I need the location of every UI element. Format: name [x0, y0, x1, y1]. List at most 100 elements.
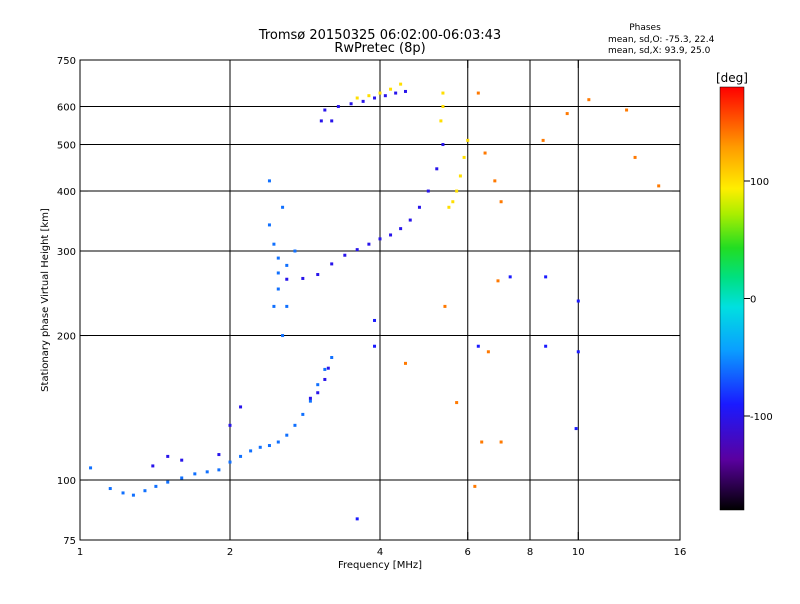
- x-axis-label: Frequency [MHz]: [338, 560, 422, 571]
- y-tick-label: 600: [57, 103, 76, 114]
- colorbar-gradient: [720, 87, 744, 510]
- data-point: [355, 248, 359, 252]
- data-point: [336, 105, 340, 109]
- data-point: [447, 205, 451, 209]
- data-point: [480, 440, 484, 444]
- data-point: [544, 275, 548, 279]
- data-point: [373, 344, 377, 348]
- data-point: [378, 237, 382, 241]
- data-point: [473, 484, 477, 488]
- data-point: [151, 464, 155, 468]
- data-point: [441, 105, 445, 109]
- y-tick-label: 200: [57, 332, 76, 343]
- data-point: [625, 108, 629, 112]
- data-point: [389, 233, 393, 237]
- phase-stats-heading: Phases: [629, 23, 661, 33]
- x-tick-label: 6: [465, 547, 471, 558]
- data-point: [373, 318, 377, 322]
- data-point: [276, 287, 280, 291]
- data-point: [143, 489, 147, 493]
- data-point: [462, 155, 466, 159]
- data-point: [293, 249, 297, 253]
- data-point: [217, 468, 221, 472]
- data-point: [330, 119, 334, 123]
- data-point: [267, 179, 271, 183]
- y-tick-label: 75: [63, 536, 76, 547]
- data-point: [441, 91, 445, 95]
- data-point: [355, 517, 359, 521]
- data-point: [441, 143, 445, 147]
- data-point: [576, 350, 580, 354]
- data-point: [276, 440, 280, 444]
- data-point: [205, 470, 209, 474]
- data-point: [403, 89, 407, 93]
- x-tick-label: 10: [572, 547, 585, 558]
- grid-layer: [80, 60, 680, 540]
- data-point: [316, 383, 320, 387]
- data-point: [323, 377, 327, 381]
- data-point: [276, 271, 280, 275]
- chart-subtitle: RwPretec (8p): [334, 41, 425, 56]
- data-point: [399, 227, 403, 231]
- phase-stats-x-mode: mean, sd,X: 93.9, 25.0: [608, 46, 711, 56]
- data-point: [293, 423, 297, 427]
- y-axis-label: Stationary phase Virtual Height [km]: [40, 208, 51, 392]
- colorbar-tick-label: -100: [750, 412, 773, 423]
- data-point: [355, 96, 359, 100]
- data-point: [166, 454, 170, 458]
- data-point: [154, 484, 158, 488]
- data-point: [281, 205, 285, 209]
- data-point: [316, 273, 320, 277]
- data-point: [285, 277, 289, 281]
- data-point: [258, 445, 262, 449]
- data-point: [451, 200, 455, 204]
- colorbar-tick-label: 100: [750, 177, 769, 188]
- colorbar-label: [deg]: [716, 71, 748, 85]
- data-point: [285, 433, 289, 437]
- data-point: [131, 493, 135, 497]
- phase-stats-o-mode: mean, sd,O: -75.3, 22.4: [608, 35, 715, 45]
- data-point: [308, 399, 312, 403]
- data-point: [121, 491, 125, 495]
- data-point: [323, 108, 327, 112]
- data-point: [587, 98, 591, 102]
- data-point: [228, 423, 232, 427]
- data-point: [272, 304, 276, 308]
- y-tick-label: 750: [57, 56, 76, 67]
- data-point: [455, 189, 459, 193]
- data-point: [476, 91, 480, 95]
- data-point: [508, 275, 512, 279]
- data-point: [323, 367, 327, 371]
- data-point: [378, 91, 382, 95]
- data-point: [180, 458, 184, 462]
- data-point: [361, 99, 365, 103]
- data-point: [486, 350, 490, 354]
- data-point: [180, 476, 184, 480]
- data-point: [657, 184, 661, 188]
- colorbar-tick-label: 0: [750, 295, 756, 306]
- y-tick-label: 300: [57, 247, 76, 258]
- data-point: [301, 412, 305, 416]
- data-point: [272, 242, 276, 246]
- data-point: [541, 138, 545, 142]
- data-point: [417, 205, 421, 209]
- data-point: [239, 454, 243, 458]
- x-tick-label: 2: [227, 547, 233, 558]
- data-point: [435, 167, 439, 171]
- data-point: [267, 444, 271, 448]
- data-point: [239, 405, 243, 409]
- data-point: [443, 304, 447, 308]
- y-tick-label: 400: [57, 187, 76, 198]
- data-point: [217, 453, 221, 457]
- data-point: [281, 334, 285, 338]
- data-point: [499, 440, 503, 444]
- colorbar-ticks: 100 0 -100: [744, 177, 773, 423]
- data-point: [426, 189, 430, 193]
- data-point: [330, 262, 334, 266]
- data-point: [565, 112, 569, 116]
- x-tick-label: 4: [377, 547, 383, 558]
- data-point: [326, 366, 330, 370]
- data-point: [330, 355, 334, 359]
